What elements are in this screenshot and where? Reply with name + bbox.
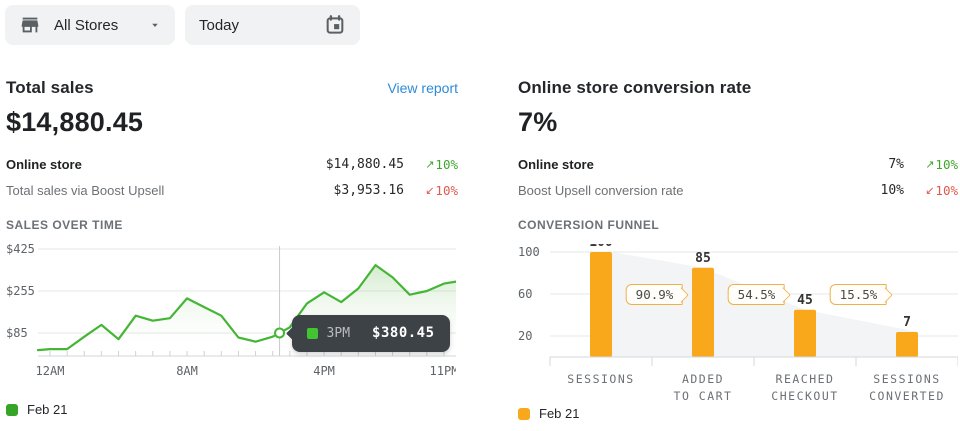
conversion-rate-panel: Online store conversion rate 7% Online s… bbox=[518, 78, 959, 421]
metric-row-boost-upsell-rate: Boost Upsell conversion rate 10% ↙10% bbox=[518, 177, 958, 203]
metric-delta-down: ↙10% bbox=[425, 182, 458, 198]
y-axis-tick-label: 20 bbox=[518, 329, 532, 343]
hover-marker bbox=[274, 327, 286, 339]
total-sales-panel: Total sales View report $14,880.45 Onlin… bbox=[6, 78, 458, 421]
metric-label: Boost Upsell conversion rate bbox=[518, 182, 684, 198]
date-selector-button[interactable]: Today bbox=[185, 5, 360, 45]
total-sales-value: $14,880.45 bbox=[6, 107, 144, 137]
conversion-rate-badge: 54.5% bbox=[727, 284, 785, 305]
funnel-legend: Feb 21 bbox=[518, 406, 958, 421]
metric-row-online-store: Online store $14,880.45 ↗10% bbox=[6, 151, 458, 177]
metric-label: Total sales via Boost Upsell bbox=[6, 182, 165, 198]
store-selector-button[interactable]: All Stores bbox=[5, 5, 175, 45]
bar-value-label: 45 bbox=[797, 293, 813, 308]
metric-row-boost-upsell: Total sales via Boost Upsell $3,953.16 ↙… bbox=[6, 177, 458, 203]
metric-row-online-store-rate: Online store 7% ↗10% bbox=[518, 151, 958, 177]
conversion-rate-badge: 90.9% bbox=[625, 284, 683, 305]
topbar: All Stores Today bbox=[0, 0, 960, 50]
y-axis-tick-label: $425 bbox=[6, 244, 35, 256]
conversion-funnel-title: CONVERSION FUNNEL bbox=[518, 218, 660, 232]
x-axis-tick-label: 4PM bbox=[313, 364, 335, 378]
y-axis-tick-label: 60 bbox=[518, 287, 532, 301]
x-axis-tick-label: 12AM bbox=[36, 364, 65, 378]
tooltip-series-swatch bbox=[306, 327, 318, 339]
storefront-icon bbox=[19, 14, 41, 36]
funnel-category-label: SESSIONS bbox=[567, 372, 634, 386]
funnel-legend-label: Feb 21 bbox=[539, 406, 580, 421]
metric-label: Online store bbox=[6, 156, 82, 172]
metric-delta-up: ↗10% bbox=[425, 156, 458, 172]
store-selector-label: All Stores bbox=[54, 16, 119, 34]
tooltip-time: 3PM bbox=[326, 325, 351, 341]
y-axis-tick-label: 100 bbox=[518, 245, 540, 259]
conversion-breakdown: Online store 7% ↗10% Boost Upsell conver… bbox=[518, 151, 958, 203]
calendar-icon bbox=[324, 14, 346, 36]
funnel-bar[interactable] bbox=[794, 309, 816, 357]
funnel-category-label: CHECKOUT bbox=[771, 389, 838, 400]
conversion-rate-badge: 15.5% bbox=[829, 284, 887, 305]
total-sales-breakdown: Online store $14,880.45 ↗10% Total sales… bbox=[6, 151, 458, 203]
chart-tooltip: 3PM $380.45 bbox=[291, 314, 450, 352]
funnel-category-label: TO CART bbox=[674, 389, 733, 400]
tooltip-value: $380.45 bbox=[372, 325, 435, 342]
sales-line[interactable] bbox=[36, 264, 458, 352]
view-report-link[interactable]: View report bbox=[387, 80, 458, 96]
metric-value: 7% bbox=[888, 156, 904, 172]
bar-value-label: 85 bbox=[695, 251, 711, 266]
dashboard-content: Total sales View report $14,880.45 Onlin… bbox=[0, 50, 960, 421]
funnel-bar[interactable] bbox=[590, 252, 612, 357]
x-axis-tick-label: 11PM bbox=[430, 364, 456, 378]
sales-legend-label: Feb 21 bbox=[27, 402, 68, 417]
date-selector-label: Today bbox=[199, 16, 240, 34]
conversion-title: Online store conversion rate bbox=[518, 78, 752, 97]
metric-value: 10% bbox=[880, 182, 904, 198]
analytics-dashboard: All Stores Today Total sales View report bbox=[0, 0, 960, 421]
metric-delta-up: ↗10% bbox=[925, 156, 958, 172]
funnel-category-label: CONVERTED bbox=[869, 389, 945, 400]
total-sales-title: Total sales bbox=[6, 78, 94, 97]
metric-label: Online store bbox=[518, 156, 594, 172]
sales-over-time-title: SALES OVER TIME bbox=[6, 218, 123, 232]
chevron-down-icon bbox=[149, 19, 161, 31]
metric-value: $3,953.16 bbox=[333, 182, 404, 198]
arrow-down-left-icon: ↙ bbox=[925, 183, 935, 197]
funnel-bar[interactable] bbox=[692, 267, 714, 357]
funnel-chart-svg: 100 60 20 100 85 45 7 SESSIONS ADDED TO CART REACH… bbox=[518, 235, 959, 403]
funnel-category-label: REACHED bbox=[776, 372, 835, 386]
conversion-value: 7% bbox=[518, 107, 558, 137]
y-axis-tick-label: $85 bbox=[6, 326, 28, 340]
funnel-legend-swatch bbox=[518, 407, 530, 420]
funnel-bar[interactable] bbox=[896, 332, 918, 357]
sales-legend: Feb 21 bbox=[6, 402, 458, 417]
metric-value: $14,880.45 bbox=[325, 156, 404, 172]
funnel-category-label: SESSIONS bbox=[873, 372, 940, 386]
conversion-funnel-chart[interactable]: 100 60 20 100 85 45 7 SESSIONS ADDED TO CART REACH… bbox=[518, 235, 959, 403]
arrow-down-left-icon: ↙ bbox=[425, 183, 435, 197]
funnel-category-label: ADDED bbox=[682, 372, 724, 386]
metric-delta-down: ↙10% bbox=[925, 182, 958, 198]
bar-value-label: 100 bbox=[589, 244, 613, 250]
total-sales-header: Total sales View report bbox=[6, 78, 458, 98]
sales-over-time-chart[interactable]: 3PM $380.45 $425 $255 $85 12AM 8AM 4PM 11PM bbox=[6, 242, 458, 396]
x-axis-tick-label: 8AM bbox=[176, 364, 198, 378]
conversion-header: Online store conversion rate bbox=[518, 78, 958, 98]
y-axis-tick-label: $255 bbox=[6, 284, 35, 298]
arrow-up-right-icon: ↗ bbox=[425, 157, 435, 171]
arrow-up-right-icon: ↗ bbox=[925, 157, 935, 171]
sales-legend-swatch bbox=[6, 403, 18, 416]
bar-value-label: 7 bbox=[903, 315, 911, 330]
